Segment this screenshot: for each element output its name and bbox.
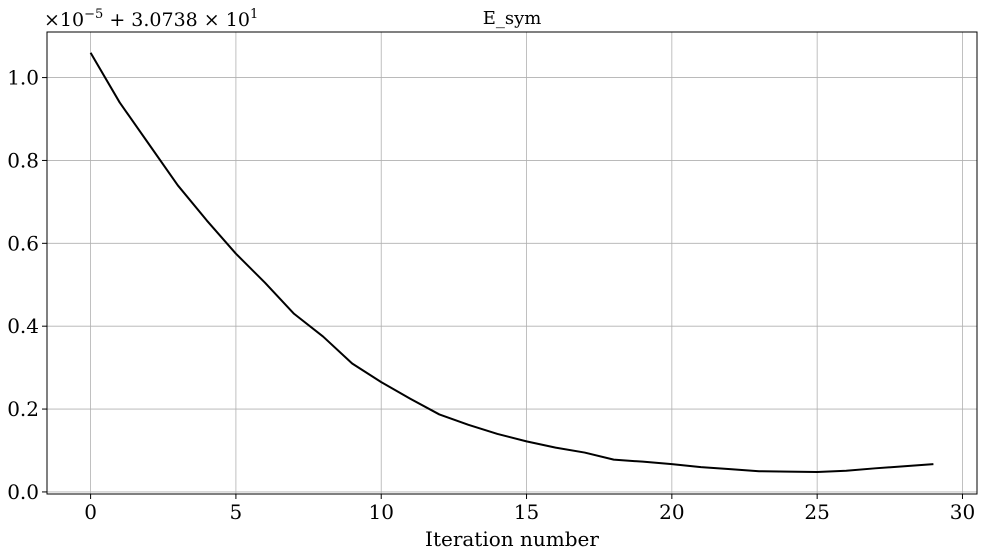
y-axis: 0.0 0.2 0.4 0.6 0.8 1.0 bbox=[7, 66, 47, 504]
x-tick-label: 30 bbox=[950, 500, 975, 524]
y-tick-label: 0.0 bbox=[7, 480, 39, 504]
y-tick-label: 0.6 bbox=[7, 231, 39, 255]
y-tick-label: 0.4 bbox=[7, 314, 39, 338]
offset-exponent2: 1 bbox=[250, 7, 258, 22]
chart-title: E_sym bbox=[483, 8, 542, 29]
offset-middle: + 3.0738 × 10 bbox=[103, 9, 250, 31]
x-axis-label: Iteration number bbox=[425, 527, 599, 551]
offset-prefix: ×10 bbox=[44, 9, 84, 31]
x-tick-label: 15 bbox=[514, 500, 539, 524]
y-tick-label: 0.8 bbox=[7, 148, 39, 172]
y-tick-label: 1.0 bbox=[7, 66, 39, 90]
y-tick-label: 0.2 bbox=[7, 397, 39, 421]
x-tick-label: 25 bbox=[804, 500, 829, 524]
x-tick-label: 0 bbox=[84, 500, 97, 524]
x-tick-label: 10 bbox=[368, 500, 393, 524]
y-offset-label: ×10−5 + 3.0738 × 101 bbox=[44, 7, 258, 31]
x-axis: 0 5 10 15 20 25 30 bbox=[84, 494, 975, 524]
x-tick-label: 20 bbox=[659, 500, 684, 524]
x-tick-label: 5 bbox=[230, 500, 243, 524]
grid-lines bbox=[47, 32, 977, 494]
plot-frame bbox=[46, 31, 978, 495]
series-layer bbox=[89, 52, 934, 474]
offset-exponent: −5 bbox=[84, 7, 103, 22]
series-line bbox=[89, 52, 934, 474]
